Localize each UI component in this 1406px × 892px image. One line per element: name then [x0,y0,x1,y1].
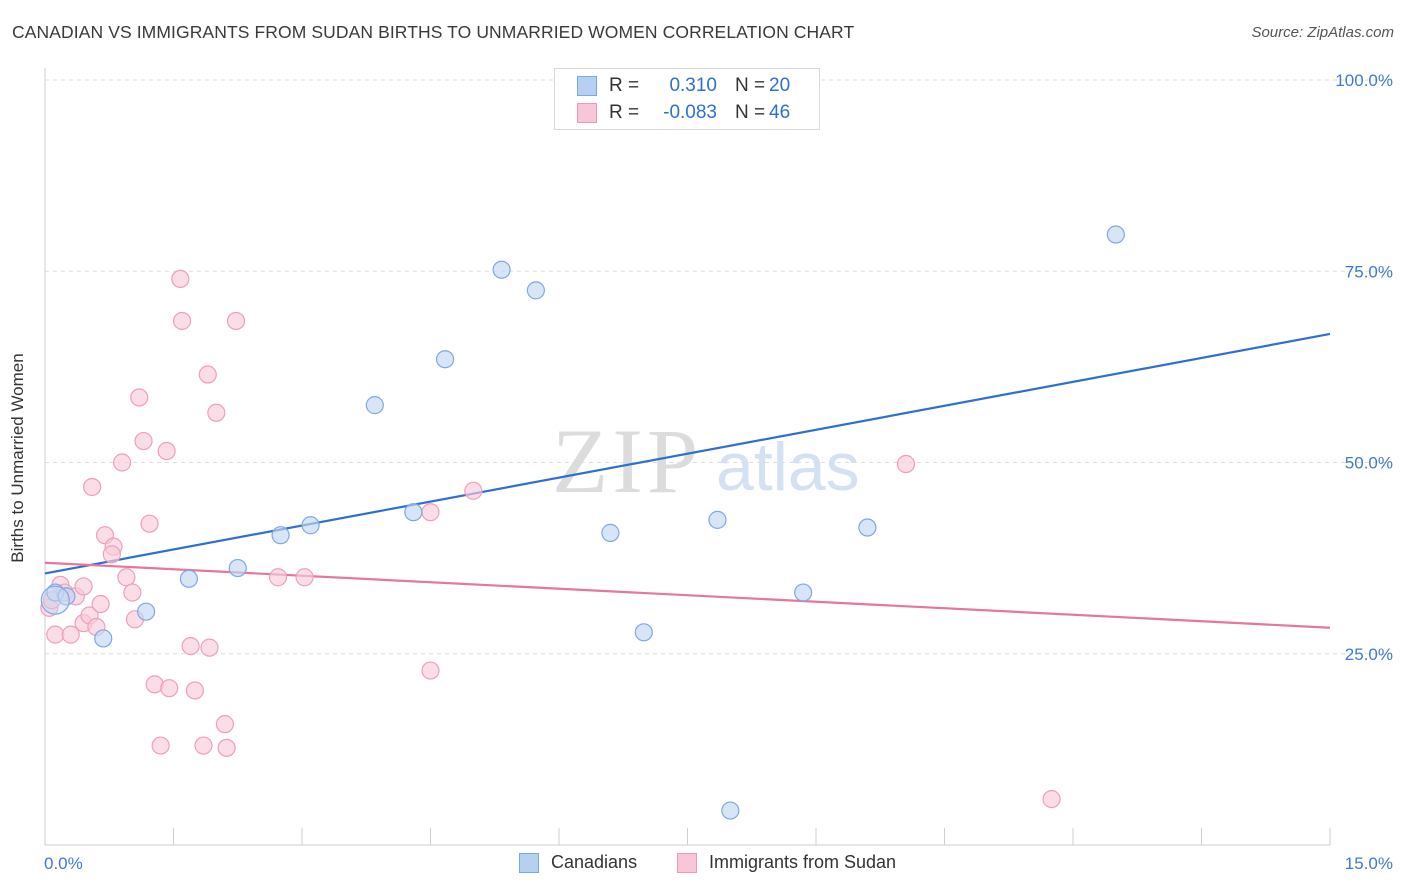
point-sudan [130,388,149,407]
point-canadians [794,583,813,602]
point-sudan [295,568,314,587]
point-canadians [404,503,423,522]
pink-swatch-icon [577,103,597,123]
point-sudan [61,625,80,644]
pink-swatch-icon [677,852,697,873]
point-canadians [526,281,545,300]
point-sudan [207,403,226,422]
point-sudan [421,503,440,522]
point-canadians [57,587,76,606]
trend-line-canadians [44,332,1331,575]
watermark: ZIP atlas [552,410,860,512]
chart-title: CANADIAN VS IMMIGRANTS FROM SUDAN BIRTHS… [12,22,855,42]
r-value: -0.083 [663,102,717,123]
r-value: 0.310 [669,75,717,96]
trend-line-sudan [44,561,1331,629]
point-sudan [91,594,110,614]
y-tick-label: 50.0% [1345,454,1393,473]
point-canadians-cluster [40,585,70,615]
data-points [40,71,1125,820]
point-canadians [136,602,156,621]
point-sudan [134,431,153,451]
point-sudan [123,583,142,602]
y-axis-label: Births to Unmarried Women [8,353,27,563]
point-sudan [46,625,65,644]
y-tick-label: 100.0% [1335,71,1393,90]
legend-label: Immigrants from Sudan [709,852,897,872]
watermark-atlas: atlas [716,429,860,505]
legend-item-sudan: Immigrants from Sudan [677,852,896,873]
point-sudan [268,568,288,587]
blue-swatch-icon [519,852,539,873]
point-canadians [492,260,511,279]
legend-row-sudan: R = -0.083 N = 46 [577,100,790,126]
tick-labels: 100.0% 75.0% 50.0% 25.0% 0.0% 15.0% [44,71,1393,873]
n-label: N = [735,75,766,96]
legend-item-canadians: Canadians [519,852,637,873]
n-value: 20 [769,75,791,96]
point-canadians [708,510,727,529]
y-tick-label: 25.0% [1345,645,1393,664]
point-sudan [181,636,200,656]
point-sudan [200,638,219,657]
point-canadians [271,526,290,545]
n-label: N = [735,102,766,123]
point-sudan [74,577,93,596]
x-tick-label: 0.0% [44,854,83,873]
x-tick-label: 15.0% [1345,854,1393,873]
blue-swatch-icon [577,76,597,96]
series-legend: Canadians Immigrants from Sudan [0,852,1406,876]
legend-label: Canadians [551,852,638,872]
point-sudan [215,715,234,734]
point-canadians [634,623,653,642]
point-canadians [179,569,199,588]
point-sudan [140,514,159,533]
point-sudan [198,365,217,384]
point-sudan [102,545,121,564]
point-canadians [94,629,113,648]
point-canadians [301,516,320,535]
point-sudan [172,311,192,331]
point-sudan [117,568,136,587]
legend-row-canadians: R = 0.310 N = 20 [577,73,790,99]
point-canadians [721,801,740,820]
y-tick-label: 75.0% [1345,262,1393,281]
point-sudan [226,311,246,331]
point-sudan [83,477,102,497]
point-sudan [421,661,440,680]
r-label: R = [609,75,640,96]
point-canadians [601,523,620,542]
point-sudan [185,681,205,700]
point-sudan [151,736,170,755]
point-sudan [217,738,236,757]
point-canadians [858,518,877,537]
point-sudan [194,736,213,755]
axes [44,68,1331,846]
correlation-legend: R = 0.310 N = 20 R = -0.083 N = 46 [554,68,820,130]
point-sudan [464,481,483,500]
n-value: 46 [769,102,791,123]
r-label: R = [609,102,640,123]
point-canadians [228,558,247,578]
point-canadians [1106,225,1125,244]
watermark-zip: ZIP [552,410,702,512]
point-sudan [112,453,132,472]
point-canadians [435,350,455,369]
gridlines [45,79,1392,655]
source-label: Source: ZipAtlas.com [1251,24,1394,41]
point-sudan [1042,789,1061,809]
point-canadians [365,396,384,415]
point-sudan [157,441,176,461]
point-sudan [896,454,916,474]
trend-lines [44,332,1331,629]
point-sudan [160,679,179,698]
point-sudan [171,269,190,288]
